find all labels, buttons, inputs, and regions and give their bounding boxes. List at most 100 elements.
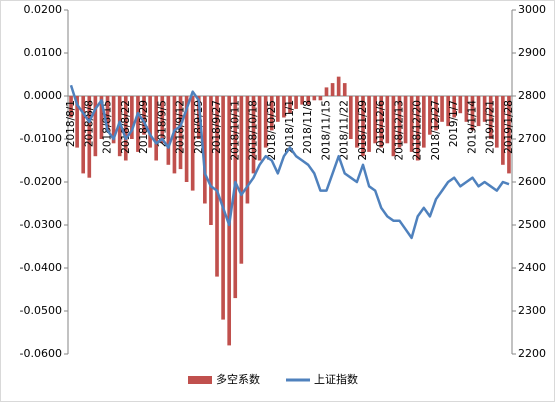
x-tick-label: 2018/8/1 <box>65 100 77 147</box>
bar <box>87 96 92 178</box>
y-tick-label: 0.0200 <box>24 3 63 16</box>
x-tick-label: 2018/10/11 <box>229 100 241 161</box>
bar <box>166 96 171 165</box>
bar <box>184 96 189 182</box>
y-tick-label: 0.0000 <box>24 89 63 102</box>
bar <box>476 96 481 127</box>
y-tick-label: -0.0100 <box>20 132 62 145</box>
bar <box>105 96 110 131</box>
bar <box>190 96 195 191</box>
x-tick-label: 2018/11/15 <box>320 100 332 161</box>
bar <box>117 96 122 157</box>
bar <box>276 96 280 122</box>
y2-tick-label: 2900 <box>518 46 546 59</box>
bar <box>142 96 146 135</box>
y2-tick-label: 2300 <box>518 304 546 317</box>
bar <box>148 96 152 148</box>
bar <box>488 96 493 139</box>
bar <box>178 96 183 170</box>
bar <box>99 96 104 139</box>
bar <box>269 96 274 131</box>
bar <box>434 96 438 131</box>
bar <box>385 96 390 144</box>
x-tick-label: 2019/1/14 <box>466 100 478 154</box>
x-tick-label: 2018/8/29 <box>138 100 150 154</box>
bar <box>160 96 165 144</box>
bar <box>257 96 262 161</box>
legend-label: 多空系数 <box>216 372 260 386</box>
x-tick-label: 2018/12/27 <box>430 100 442 161</box>
x-tick-label: 2019/1/28 <box>503 100 515 154</box>
y2-tick-label: 2200 <box>518 347 546 360</box>
bar <box>501 96 505 165</box>
bar <box>470 96 475 131</box>
bar <box>111 96 116 144</box>
bar <box>93 96 98 157</box>
bar <box>403 96 408 144</box>
x-tick-label: 2018/8/22 <box>120 100 132 154</box>
y-tick-label: 0.0100 <box>24 46 63 59</box>
bar <box>482 96 487 122</box>
x-tick-label: 2018/11/8 <box>302 100 314 154</box>
bar <box>209 96 213 225</box>
bar <box>440 96 444 122</box>
bar <box>306 96 311 105</box>
bar <box>215 96 219 277</box>
y-tick-label: -0.0200 <box>20 175 62 188</box>
bar <box>367 96 371 152</box>
y-tick-label: -0.0600 <box>20 347 62 360</box>
x-tick-label: 2018/12/20 <box>412 100 424 161</box>
y2-tick-label: 3000 <box>518 3 546 16</box>
bar <box>154 96 159 161</box>
bar <box>282 96 286 118</box>
bar <box>452 96 457 118</box>
bar <box>324 87 329 96</box>
bar <box>172 96 177 174</box>
bar <box>507 96 511 174</box>
y2-tick-label: 2700 <box>518 132 546 145</box>
line <box>69 84 510 240</box>
bar <box>312 96 317 101</box>
bar <box>233 96 238 299</box>
x-tick-label: 2018/11/22 <box>339 100 351 161</box>
y2-tick-label: 2600 <box>518 175 546 188</box>
bar <box>239 96 244 264</box>
bar <box>391 96 396 157</box>
bar <box>494 96 499 148</box>
bar <box>379 96 384 148</box>
bar <box>294 96 298 109</box>
bar <box>361 96 365 157</box>
bar <box>75 96 79 148</box>
bar <box>397 96 402 148</box>
x-tick-label: 2018/10/18 <box>248 100 260 161</box>
bar <box>318 96 323 101</box>
bar <box>69 96 73 118</box>
bar <box>245 96 250 204</box>
bar <box>130 96 134 139</box>
bar <box>355 96 359 148</box>
bar <box>409 96 414 152</box>
bar <box>336 76 341 96</box>
bar <box>288 96 292 114</box>
bar <box>136 96 140 152</box>
x-tick-label: 2018/12/6 <box>375 100 387 154</box>
bar <box>263 96 268 148</box>
x-tick-label: 2018/8/8 <box>83 100 95 147</box>
bar <box>464 96 469 122</box>
bar <box>123 96 128 161</box>
x-tick-label: 2019/1/21 <box>485 100 497 154</box>
y-tick-label: -0.0400 <box>20 261 62 274</box>
legend-swatch <box>188 376 212 384</box>
bar <box>300 96 304 105</box>
y2-tick-label: 2800 <box>518 89 546 102</box>
bar <box>81 96 86 174</box>
x-tick-label: 2018/9/5 <box>156 100 168 147</box>
bar <box>342 83 347 96</box>
bar <box>251 96 256 174</box>
x-tick-label: 2019/1/7 <box>448 100 460 147</box>
bar <box>373 96 377 144</box>
bar <box>458 96 463 114</box>
bar <box>428 96 432 135</box>
